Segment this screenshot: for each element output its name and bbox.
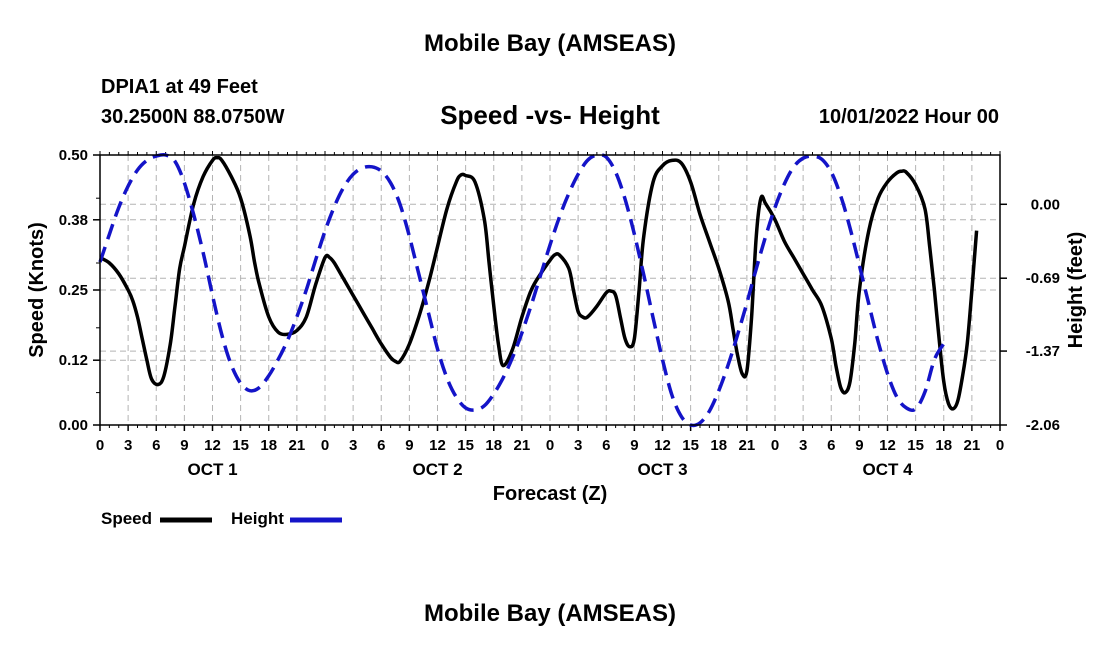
series-height-line bbox=[98, 152, 946, 428]
day-label: OCT 4 bbox=[862, 460, 913, 479]
x-tick-label: 15 bbox=[907, 437, 924, 454]
x-tick-label: 21 bbox=[514, 437, 531, 454]
x-tick-label: 15 bbox=[682, 437, 699, 454]
x-tick-label: 12 bbox=[654, 437, 671, 454]
left-tick-label: 0.38 bbox=[59, 212, 88, 229]
x-tick-label: 0 bbox=[321, 437, 329, 454]
x-tick-label: 9 bbox=[405, 437, 413, 454]
plot-title: Speed -vs- Height bbox=[440, 100, 660, 130]
x-tick-label: 9 bbox=[180, 437, 188, 454]
coordinates-label: 30.2500N 88.0750W bbox=[101, 106, 285, 128]
right-tick-label: -1.37 bbox=[1026, 343, 1060, 360]
x-axis: 0 3 6 9 12 15 18 21 0 3 6 9 12 15 18 21 0 3 6 9 12 15 18 21 0 3 6 9… bbox=[96, 151, 1004, 479]
station-label: DPIA1 at 49 Feet bbox=[101, 76, 258, 98]
legend-height-label: Height bbox=[231, 509, 284, 528]
day-label: OCT 2 bbox=[412, 460, 462, 479]
y-axis-left-title: Speed (Knots) bbox=[26, 222, 48, 358]
x-tick-label: 3 bbox=[574, 437, 582, 454]
x-tick-label: 15 bbox=[457, 437, 474, 454]
day-label: OCT 1 bbox=[187, 460, 237, 479]
y-axis-right-title: Height (feet) bbox=[1065, 232, 1087, 349]
series-speed-line bbox=[99, 155, 979, 411]
x-tick-label: 0 bbox=[546, 437, 554, 454]
x-tick-label: 18 bbox=[485, 437, 502, 454]
x-tick-label: 9 bbox=[855, 437, 863, 454]
left-tick-label: 0.50 bbox=[59, 147, 88, 164]
x-tick-label: 3 bbox=[799, 437, 807, 454]
date-label: 10/01/2022 Hour 00 bbox=[818, 106, 999, 128]
right-tick-label: -2.06 bbox=[1026, 417, 1060, 434]
x-tick-label: 18 bbox=[935, 437, 952, 454]
x-axis-title: Forecast (Z) bbox=[493, 483, 607, 505]
x-tick-label: 12 bbox=[429, 437, 446, 454]
legend-speed-label: Speed bbox=[101, 509, 153, 528]
x-tick-label: 0 bbox=[96, 437, 104, 454]
grid-lines bbox=[100, 155, 1000, 426]
x-tick-label: 18 bbox=[260, 437, 277, 454]
x-tick-label: 12 bbox=[879, 437, 896, 454]
x-tick-label: 6 bbox=[827, 437, 835, 454]
x-tick-label: 6 bbox=[377, 437, 385, 454]
right-axis: 0.00 -0.69 -1.37 -2.06 bbox=[1000, 196, 1060, 434]
x-tick-label: 6 bbox=[602, 437, 610, 454]
left-tick-label: 0.25 bbox=[59, 282, 88, 299]
x-tick-label: 3 bbox=[124, 437, 132, 454]
x-tick-label: 12 bbox=[204, 437, 221, 454]
main-title: Mobile Bay (AMSEAS) bbox=[423, 30, 677, 57]
footer-title: Mobile Bay (AMSEAS) bbox=[423, 600, 677, 627]
x-tick-label: 0 bbox=[996, 437, 1004, 454]
x-tick-label: 3 bbox=[349, 437, 357, 454]
right-tick-label: 0.00 bbox=[1031, 196, 1060, 213]
x-tick-label: 0 bbox=[771, 437, 779, 454]
x-tick-label: 15 bbox=[232, 437, 249, 454]
x-tick-label: 6 bbox=[152, 437, 160, 454]
right-tick-label: -0.69 bbox=[1026, 270, 1060, 287]
day-label: OCT 3 bbox=[637, 460, 687, 479]
left-axis: 0.00 0.12 0.25 0.38 0.50 bbox=[59, 147, 100, 434]
plot-frame bbox=[99, 154, 1001, 426]
left-tick-label: 0.12 bbox=[59, 352, 88, 369]
left-tick-label: 0.00 bbox=[59, 417, 88, 434]
x-tick-label: 21 bbox=[289, 437, 306, 454]
x-tick-label: 21 bbox=[964, 437, 981, 454]
x-tick-label: 9 bbox=[630, 437, 638, 454]
x-tick-label: 21 bbox=[739, 437, 756, 454]
series-layer bbox=[98, 152, 979, 428]
x-tick-label: 18 bbox=[710, 437, 727, 454]
